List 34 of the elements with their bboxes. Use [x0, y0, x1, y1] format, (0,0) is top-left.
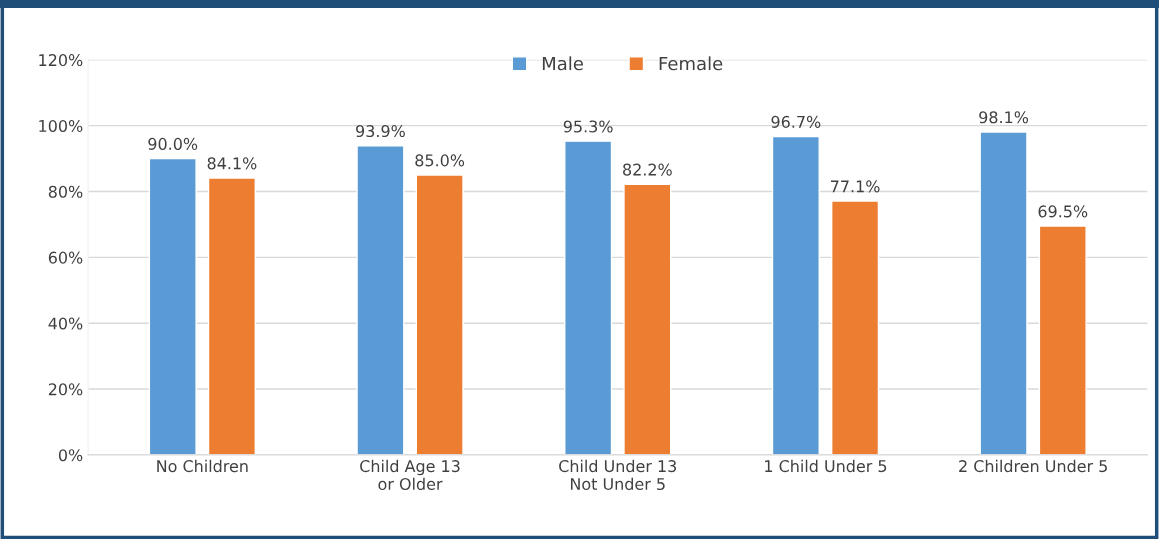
bar [1038, 225, 1087, 455]
y-tick-label: 100% [39, 119, 83, 132]
data-label: 96.7% [771, 115, 821, 128]
legend-label: Male [542, 56, 583, 71]
y-tick-label: 120% [39, 54, 83, 67]
bar [623, 183, 672, 455]
x-tick-label: 2 Children Under 5 [959, 459, 1107, 473]
data-label: 93.9% [356, 125, 405, 138]
data-label: 69.5% [1038, 205, 1088, 218]
x-tick-label: No Children [157, 459, 248, 473]
y-tick-label: 40% [48, 317, 83, 330]
bar [564, 140, 613, 455]
data-label: 77.1% [831, 180, 880, 193]
data-label: 98.1% [979, 111, 1029, 124]
legend-label: Female [659, 56, 723, 71]
bar [148, 157, 197, 455]
bar [207, 177, 256, 455]
y-tick-label: 0% [58, 449, 83, 462]
bar [830, 200, 880, 455]
data-label: 82.2% [623, 163, 672, 176]
y-tick-label: 80% [48, 185, 83, 198]
data-label: 90.0% [148, 137, 198, 150]
x-tick-label: Child Under 13 Not Under 5 [559, 459, 677, 491]
bar [415, 174, 464, 455]
bar [771, 135, 820, 455]
x-tick-label: Child Age 13 or Older [360, 459, 460, 491]
y-tick-label: 20% [48, 383, 83, 396]
bar [356, 145, 405, 455]
data-label: 84.1% [207, 157, 257, 170]
data-label: 95.3% [563, 120, 613, 133]
data-label: 85.0% [415, 154, 465, 167]
y-tick-label: 60% [48, 251, 83, 264]
x-tick-label: 1 Child Under 5 [765, 459, 887, 473]
bar [979, 131, 1028, 455]
